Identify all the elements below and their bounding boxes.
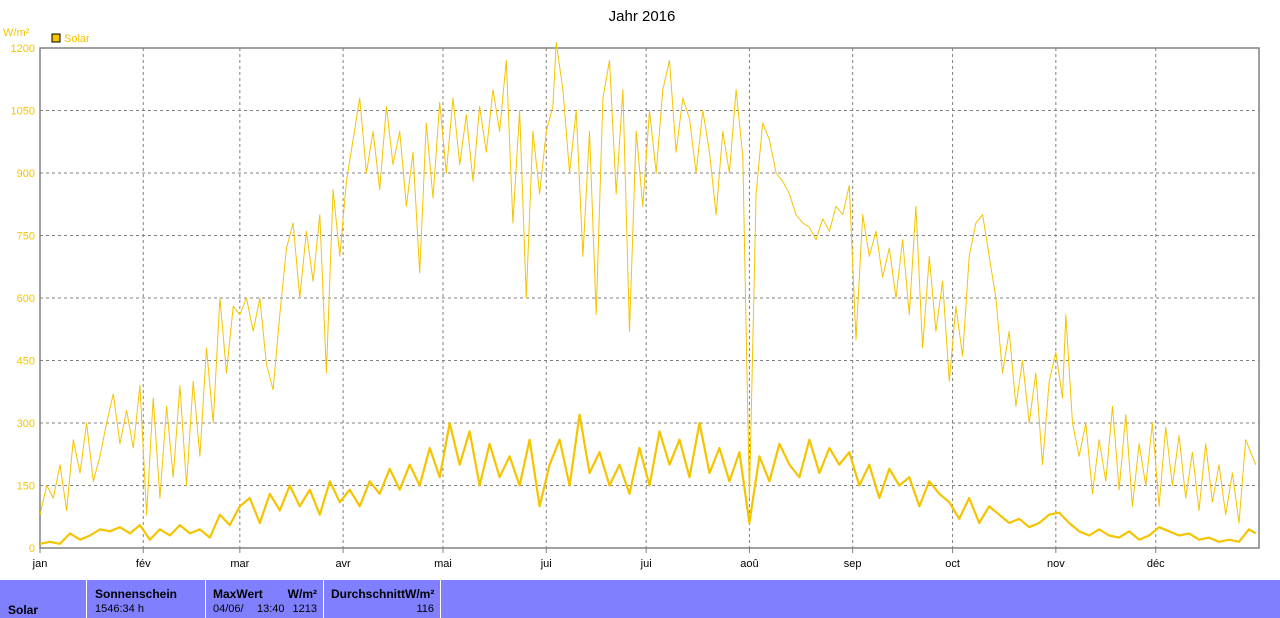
x-tick-label: jui: [540, 558, 552, 570]
legend-label: Solar: [64, 33, 90, 45]
y-tick-label: 450: [17, 356, 35, 368]
x-tick-label: déc: [1147, 558, 1165, 570]
y-tick-label: 1050: [11, 106, 35, 118]
average-header: DurchschnittW/m²: [331, 587, 435, 601]
max-cell: MaxWert W/m² 04/06/ 13:40 1213: [205, 580, 323, 618]
x-tick-label: mai: [434, 558, 452, 570]
average-cell: DurchschnittW/m² 116: [323, 580, 441, 618]
solar-mean-line: [39, 413, 1257, 545]
y-tick-label: 0: [29, 543, 35, 555]
y-tick-label: 150: [17, 481, 35, 493]
x-tick-label: sep: [844, 558, 862, 570]
average-value: 116: [416, 603, 434, 615]
summary-row-label: Solar: [8, 603, 39, 617]
sunshine-value: 1546:34 h: [95, 603, 144, 615]
max-header: MaxWert: [213, 587, 263, 601]
x-tick-label: fév: [136, 558, 151, 570]
chart-title: Jahr 2016: [609, 8, 676, 25]
max-date: 04/06/: [213, 603, 244, 615]
x-tick-label: oct: [945, 558, 960, 570]
max-unit: W/m²: [287, 587, 317, 601]
y-tick-label: 1200: [11, 43, 35, 55]
series-lines: [39, 42, 1257, 545]
solar-chart: Jahr 2016 W/m² Solar 0 150 300 450 600 750 900…: [3, 8, 1260, 570]
solar-max-line: [39, 42, 1257, 524]
max-time: 13:40: [257, 603, 285, 615]
sunshine-cell: Sonnenschein 1546:34 h: [86, 580, 205, 618]
y-axis-ticks: 0 150 300 450 600 750 900 1050 1200: [11, 43, 35, 555]
legend: Solar: [51, 33, 90, 45]
summary-bar: Solar Sonnenschein 1546:34 h MaxWert W/m…: [0, 580, 1280, 618]
x-tick-label: jui: [640, 558, 652, 570]
max-value: 1213: [292, 603, 317, 615]
y-tick-label: 300: [17, 418, 35, 430]
y-tick-label: 900: [17, 168, 35, 180]
legend-swatch: [51, 33, 61, 43]
y-axis-unit-label: W/m²: [3, 27, 30, 39]
y-tick-label: 600: [17, 293, 35, 305]
x-tick-label: jan: [32, 558, 48, 570]
x-tick-label: mar: [230, 558, 249, 570]
sunshine-header: Sonnenschein: [95, 587, 178, 601]
x-tick-label: avr: [335, 558, 351, 570]
x-tick-label: nov: [1047, 558, 1065, 570]
x-axis-ticks: jan fév mar avr mai jui jui aoû sep oct nov déc: [32, 548, 1165, 570]
x-tick-label: aoû: [740, 558, 758, 570]
y-tick-label: 750: [17, 231, 35, 243]
